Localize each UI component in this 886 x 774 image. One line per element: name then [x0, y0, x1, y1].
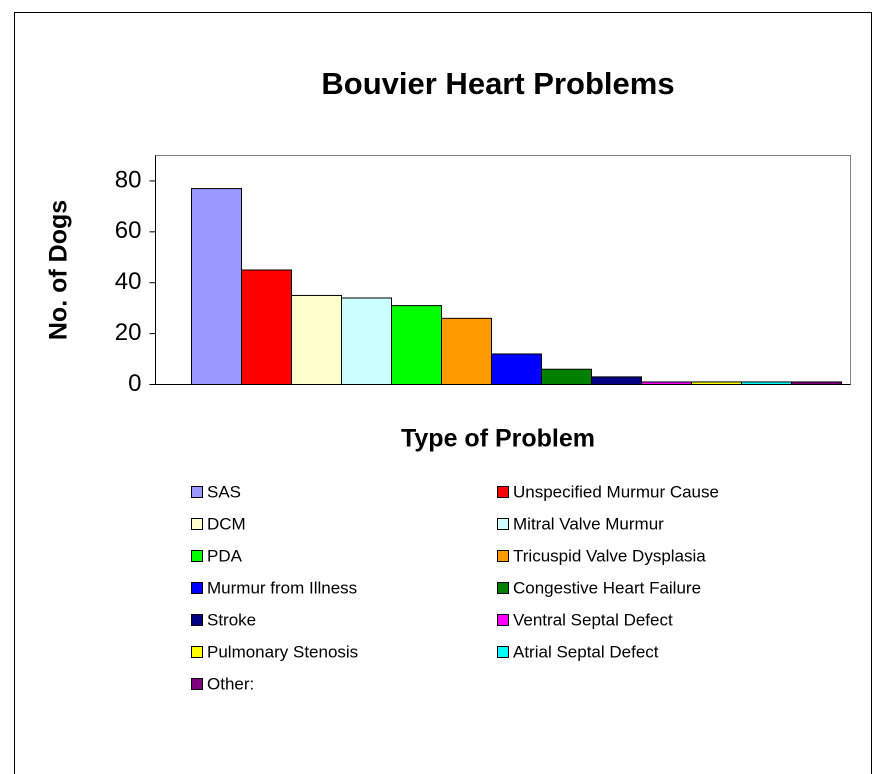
- y-axis-title: No. of Dogs: [45, 200, 73, 340]
- legend-swatch: [191, 614, 203, 626]
- legend-label: Other:: [207, 674, 254, 693]
- bar: [541, 368, 592, 386]
- legend-label: Stroke: [207, 610, 256, 629]
- bar: [291, 294, 342, 386]
- legend-swatch: [191, 646, 203, 658]
- legend-label: DCM: [207, 514, 246, 533]
- legend-swatch: [191, 518, 203, 530]
- legend-swatch: [497, 582, 509, 594]
- legend-label: Tricuspid Valve Dysplasia: [513, 546, 706, 565]
- y-tick-label: 20: [115, 319, 142, 346]
- bar: [341, 297, 392, 385]
- bar: [391, 305, 442, 385]
- bar: [491, 353, 542, 386]
- chart-border: [14, 12, 872, 774]
- legend-swatch: [497, 518, 509, 530]
- y-tick-label: 60: [115, 217, 142, 244]
- legend-swatch: [191, 582, 203, 594]
- legend-swatch: [191, 550, 203, 562]
- bar: [191, 188, 242, 385]
- legend-label: Unspecified Murmur Cause: [513, 482, 719, 501]
- legend-swatch: [497, 486, 509, 498]
- bar: [591, 376, 642, 386]
- legend-label: Pulmonary Stenosis: [207, 642, 358, 661]
- bar: [241, 269, 292, 385]
- legend-swatch: [191, 486, 203, 498]
- y-tick-label: 40: [115, 268, 142, 295]
- chart-title: Bouvier Heart Problems: [321, 66, 674, 101]
- legend-label: SAS: [207, 482, 241, 501]
- legend-label: Mitral Valve Murmur: [513, 514, 664, 533]
- y-tick-label: 0: [128, 370, 141, 397]
- legend-swatch: [497, 646, 509, 658]
- legend-label: Ventral Septal Defect: [513, 610, 673, 629]
- legend-swatch: [191, 678, 203, 690]
- x-axis-title: Type of Problem: [401, 425, 595, 453]
- bar: [441, 317, 492, 386]
- legend-swatch: [497, 614, 509, 626]
- legend-swatch: [497, 550, 509, 562]
- legend-label: Congestive Heart Failure: [513, 578, 701, 597]
- legend-label: Atrial Septal Defect: [513, 642, 659, 661]
- y-tick-label: 80: [115, 166, 142, 193]
- legend-label: PDA: [207, 546, 243, 565]
- legend-label: Murmur from Illness: [207, 578, 357, 597]
